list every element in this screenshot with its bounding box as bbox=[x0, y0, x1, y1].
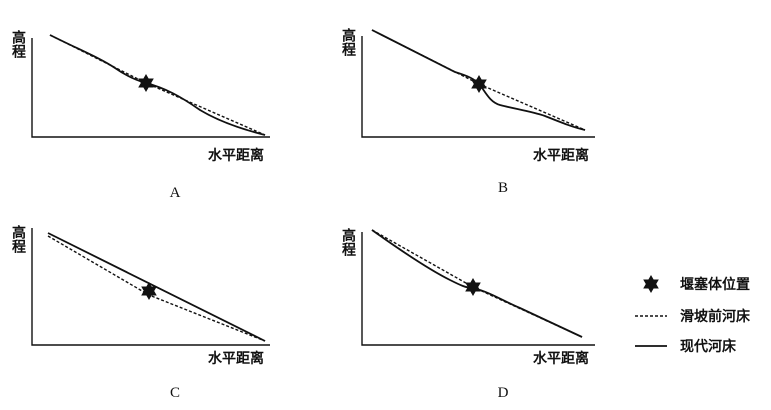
panel-label: D bbox=[498, 385, 509, 401]
legend: 堰塞体位置 滑坡前河床 现代河床 bbox=[635, 275, 751, 355]
legend-item: 堰塞体位置 bbox=[680, 276, 750, 293]
axes bbox=[361, 232, 595, 346]
x-axis-label: 水平距离 bbox=[533, 147, 589, 164]
axes bbox=[31, 228, 270, 346]
panel-label: A bbox=[170, 185, 181, 201]
y-axis-label: 高程 bbox=[10, 224, 26, 254]
x-axis-label: 水平距离 bbox=[533, 350, 589, 367]
panel-a: 高程 水平距离 A bbox=[10, 29, 270, 201]
modern-bed bbox=[371, 229, 583, 338]
panel-d: 高程 水平距离 D bbox=[340, 227, 595, 401]
dam-marker bbox=[138, 74, 154, 92]
legend-star bbox=[643, 275, 659, 293]
axes bbox=[31, 38, 270, 138]
panel-label: B bbox=[498, 180, 508, 196]
panel-c: 高程 水平距离 C bbox=[10, 224, 270, 401]
y-axis-label: 高程 bbox=[10, 29, 26, 59]
legend-item: 滑坡前河床 bbox=[680, 308, 751, 325]
legend-item: 现代河床 bbox=[680, 338, 737, 355]
y-axis-label: 高程 bbox=[340, 227, 356, 257]
x-axis-label: 水平距离 bbox=[208, 350, 264, 367]
panel-label: C bbox=[170, 385, 180, 401]
y-axis-label: 高程 bbox=[340, 27, 356, 57]
modern-bed bbox=[49, 34, 266, 136]
pre-slide-bed bbox=[371, 29, 586, 131]
modern-bed bbox=[371, 29, 586, 131]
panel-b: 高程 水平距离 B bbox=[340, 27, 595, 196]
axes bbox=[361, 36, 595, 138]
x-axis-label: 水平距离 bbox=[208, 147, 264, 164]
